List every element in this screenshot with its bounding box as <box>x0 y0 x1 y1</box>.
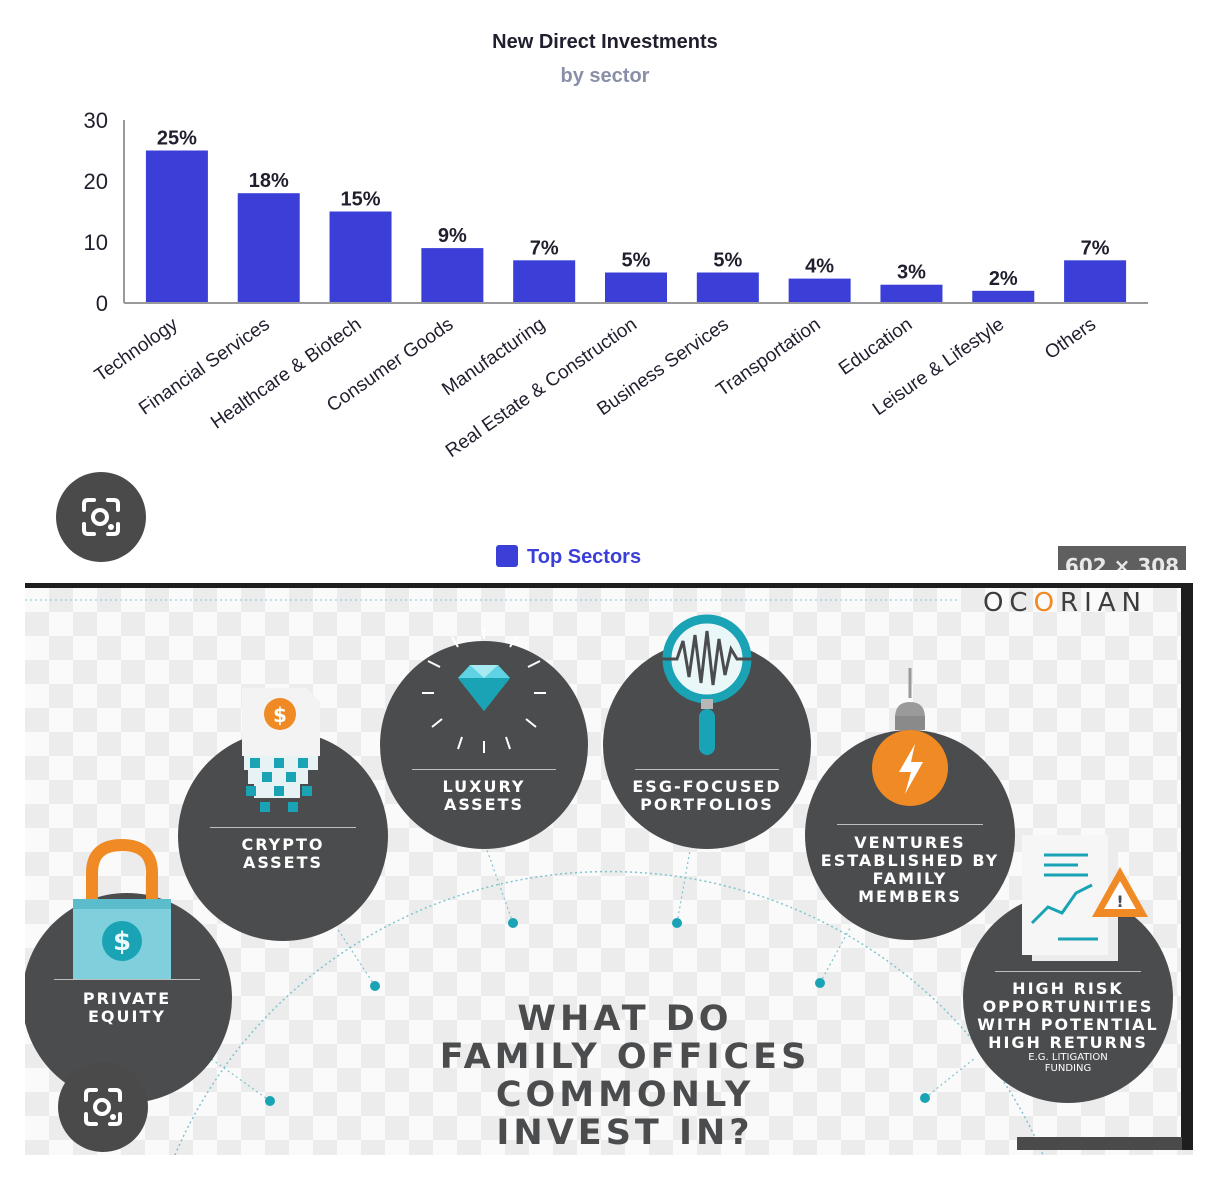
chart-title: New Direct Investments <box>492 31 718 53</box>
category-line: HIGH RETURNS <box>988 1033 1148 1052</box>
panel-corner <box>1017 1137 1182 1150</box>
category-family-ventures: VENTURES ESTABLISHED BY FAMILY MEMBERS <box>805 668 1015 940</box>
panel-edge <box>1181 583 1193 1150</box>
data-label: 4% <box>805 256 834 278</box>
bar <box>972 290 1035 302</box>
bar-series <box>145 150 1127 302</box>
logo-accent: O <box>1033 588 1061 618</box>
x-tick-label: Technology <box>91 314 182 387</box>
category-line: EQUITY <box>88 1007 166 1026</box>
data-label: 25% <box>157 128 197 150</box>
bar <box>329 211 392 302</box>
category-line: ASSETS <box>242 853 324 872</box>
headline-line: COMMONLY <box>495 1075 755 1115</box>
category-private-equity: $ PRIVATE EQUITY <box>25 838 232 1103</box>
data-labels: 25% 18% 15% 9% 7% 5% 5% 4% 3% 2% 7% <box>157 128 1110 290</box>
data-label: 3% <box>897 262 926 284</box>
bar <box>880 284 943 302</box>
camera-lens-icon <box>82 498 120 536</box>
data-label: 7% <box>1081 237 1110 259</box>
bar <box>145 150 208 302</box>
logo-part: RIAN <box>1060 588 1147 618</box>
lens-search-button[interactable] <box>58 1062 148 1152</box>
lens-search-button[interactable] <box>56 472 146 562</box>
padlock-dollar-icon: $ <box>73 838 171 979</box>
category-line: PRIVATE <box>82 989 172 1008</box>
category-line: ESTABLISHED BY <box>820 851 1000 870</box>
crypto-coin-icon: $ <box>242 688 320 812</box>
lightbulb-icon <box>872 668 948 806</box>
x-tick-label: Education <box>835 314 916 380</box>
category-line: HIGH RISK <box>1012 979 1124 998</box>
risk-chart-icon: ! <box>1022 835 1148 961</box>
data-label: 9% <box>438 225 467 247</box>
category-line: FAMILY <box>872 869 948 888</box>
data-label: 18% <box>249 170 289 192</box>
category-line: ASSETS <box>443 795 525 814</box>
svg-text:$: $ <box>113 927 131 957</box>
headline-line: FAMILY OFFICES <box>439 1037 811 1077</box>
bar <box>605 272 667 302</box>
chart-subtitle: by sector <box>561 65 650 87</box>
x-tick-label: Others <box>1041 314 1100 364</box>
bar <box>696 272 759 302</box>
svg-text:$: $ <box>273 703 287 727</box>
category-high-risk: ! HIGH RISK OPPORTUNITIES WITH POTENTIAL… <box>963 835 1173 1103</box>
category-luxury-assets: LUXURY ASSETS <box>380 629 588 849</box>
category-line: PORTFOLIOS <box>640 795 774 814</box>
data-label: 5% <box>713 250 742 272</box>
connector-diagram <box>25 599 1044 1155</box>
category-crypto-assets: $ CRYPTO ASSETS <box>178 688 388 941</box>
diamond-icon <box>422 629 546 753</box>
category-note: E.G. LITIGATION <box>1028 1052 1108 1063</box>
legend-label: Top Sectors <box>527 546 641 568</box>
data-label: 15% <box>341 189 381 211</box>
connector-lines <box>209 849 976 1102</box>
magnifier-icon <box>657 614 757 755</box>
category-line: VENTURES <box>854 833 966 852</box>
ocorian-logo: OCORIAN <box>983 588 1147 618</box>
category-line: LUXURY <box>442 777 526 796</box>
svg-text:!: ! <box>1116 892 1123 911</box>
y-tick-label: 0 <box>96 291 108 316</box>
category-line: MEMBERS <box>858 887 962 906</box>
bar <box>421 248 484 302</box>
category-esg-portfolios: ESG-FOCUSED PORTFOLIOS <box>603 614 811 849</box>
y-tick-label: 10 <box>84 230 108 255</box>
bar <box>1064 260 1127 302</box>
bar <box>237 193 300 302</box>
category-line: CRYPTO <box>241 835 325 854</box>
connector-nodes <box>265 918 930 1106</box>
data-label: 2% <box>989 268 1018 290</box>
infographic-headline: WHAT DO FAMILY OFFICES COMMONLY INVEST I… <box>405 1000 845 1152</box>
headline-line: WHAT DO <box>517 999 733 1039</box>
data-label: 7% <box>530 237 559 259</box>
legend-swatch <box>496 545 518 567</box>
infographic-panel: OCORIAN $ PRIVATE EQUITY $ <box>25 583 1193 1155</box>
category-note: FUNDING <box>1044 1063 1092 1074</box>
y-tick-label: 20 <box>84 169 108 194</box>
x-tick-label: Healthcare & Biotech <box>207 314 365 434</box>
category-line: ESG-FOCUSED <box>632 777 782 796</box>
bar <box>788 278 851 302</box>
bar-chart-panel: New Direct Investments by sector 0 10 20 30… <box>0 0 1206 570</box>
y-tick-label: 30 <box>84 108 108 133</box>
bar-chart: New Direct Investments by sector 0 10 20 30… <box>84 31 1148 568</box>
category-line: WITH POTENTIAL <box>977 1015 1159 1034</box>
data-label: 5% <box>622 250 651 272</box>
logo-part: OC <box>982 588 1034 618</box>
bar <box>513 260 576 302</box>
camera-lens-icon <box>84 1088 122 1126</box>
headline-line: INVEST IN? <box>496 1113 754 1153</box>
category-line: OPPORTUNITIES <box>982 997 1154 1016</box>
image-size-badge: 602 × 308 <box>1058 546 1186 570</box>
y-axis-ticks: 0 10 20 30 <box>84 108 108 316</box>
